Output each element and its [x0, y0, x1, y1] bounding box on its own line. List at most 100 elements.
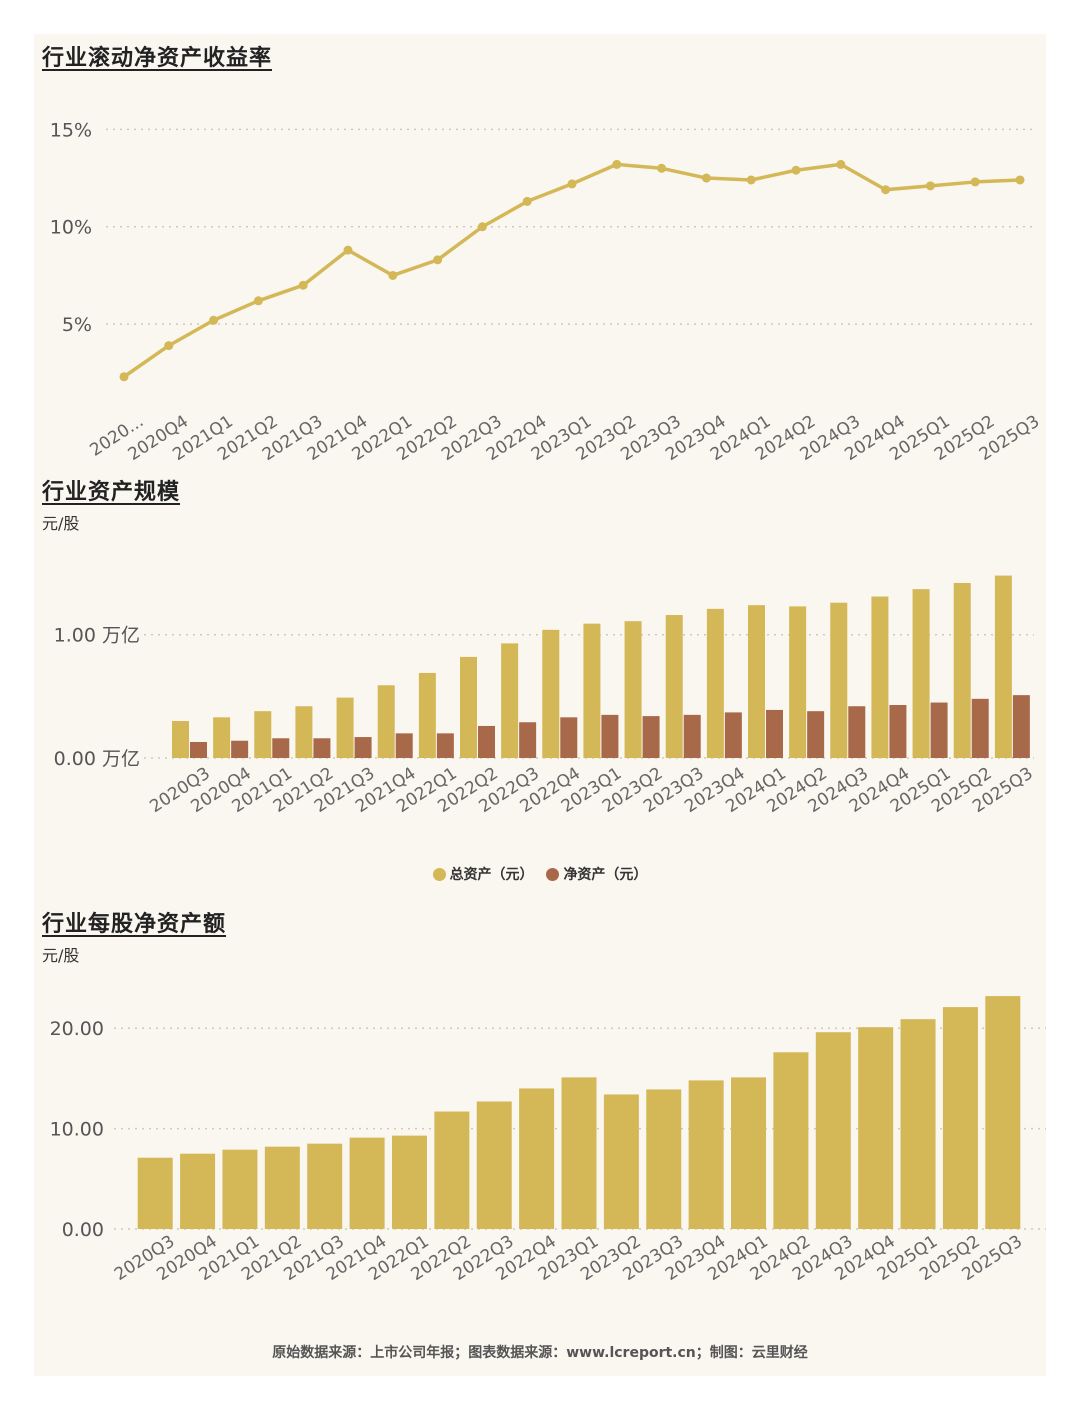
net-assets-bar	[642, 716, 660, 758]
bvps-bar	[519, 1088, 555, 1229]
net-assets-bar	[395, 733, 413, 758]
bvps-bar	[391, 1135, 427, 1229]
total-assets-bar	[871, 596, 889, 758]
net-assets-bar	[724, 712, 742, 758]
roe-data-point	[209, 315, 219, 325]
total-assets-bar	[994, 575, 1012, 758]
roe-data-point	[612, 159, 622, 169]
roe-data-point	[298, 280, 308, 290]
total-assets-bar	[213, 717, 231, 758]
bvps-bar	[137, 1157, 173, 1229]
roe-data-point	[567, 179, 577, 189]
net-assets-bar	[971, 698, 989, 758]
total-assets-bar	[418, 672, 436, 758]
net-assets-bar	[478, 725, 495, 758]
legend-label-net-assets: 净资产（元）	[563, 867, 648, 883]
bvps-bar	[985, 996, 1021, 1229]
roe-data-point	[970, 177, 980, 187]
roe-data-point	[388, 270, 398, 280]
asset-y-tick-label: 0.00 万亿	[54, 748, 140, 770]
legend-dot-net-assets	[546, 867, 560, 881]
total-assets-bar	[542, 629, 560, 758]
legend-label-total-assets: 总资产（元）	[449, 867, 534, 883]
bvps-bar	[815, 1032, 851, 1229]
bvps-chart-title: 行业每股净资产额	[42, 912, 227, 937]
total-assets-bar	[172, 721, 189, 758]
roe-data-point	[1015, 175, 1025, 185]
asset-scale-bar-chart: 0.00 万亿1.00 万亿2020Q32020Q42021Q12021Q220…	[54, 575, 1037, 817]
bvps-bar	[349, 1137, 385, 1229]
bvps-bar	[307, 1143, 343, 1229]
asset-scale-legend: 总资产（元） 净资产（元）	[34, 864, 1046, 885]
total-assets-bar	[254, 711, 272, 758]
total-assets-bar	[460, 656, 477, 758]
roe-line-chart: 5%10%15%2020...2020Q42021Q12021Q22021Q32…	[50, 119, 1043, 465]
total-assets-bar	[336, 697, 354, 758]
net-assets-bar	[930, 702, 948, 758]
bvps-bar	[688, 1080, 724, 1229]
legend-item-net-assets: 净资产（元）	[546, 864, 647, 884]
roe-chart-title: 行业滚动净资产收益率	[42, 46, 273, 71]
total-assets-bar	[624, 621, 642, 758]
net-assets-bar	[560, 717, 578, 758]
roe-data-point	[836, 159, 846, 169]
roe-data-point	[657, 163, 667, 173]
net-assets-bar	[848, 706, 866, 758]
net-assets-bar	[807, 711, 825, 758]
roe-data-point	[119, 372, 129, 382]
net-assets-bar	[354, 737, 372, 758]
total-assets-bar	[706, 608, 724, 758]
net-assets-bar	[683, 714, 701, 758]
net-assets-bar	[313, 738, 331, 758]
bvps-bar	[222, 1149, 258, 1229]
roe-data-point	[433, 255, 443, 265]
bvps-bar	[264, 1146, 300, 1229]
asset-y-tick-label: 1.00 万亿	[54, 625, 140, 647]
bvps-bar	[603, 1094, 639, 1229]
chart-panel: 行业滚动净资产收益率 5% 10% 15% 2020... 2020Q4 2021Q1 20…	[34, 34, 1046, 1376]
asset-scale-chart-title: 行业资产规模	[42, 480, 181, 505]
source-footer: 原始数据来源：上市公司年报；图表数据来源：www.lcreport.cn；制图：…	[272, 1345, 808, 1361]
bvps-bar	[773, 1052, 809, 1229]
bvps-bar	[942, 1007, 978, 1229]
bvps-unit: 元/股	[42, 946, 80, 965]
roe-y-tick-label: 15%	[50, 119, 92, 141]
asset-scale-unit: 元/股	[42, 514, 80, 533]
bvps-bar	[434, 1111, 470, 1229]
roe-data-point	[477, 222, 487, 232]
total-assets-bar	[830, 602, 848, 758]
legend-item-total-assets: 总资产（元）	[432, 864, 534, 884]
bvps-y-tick-label: 20.00	[50, 1018, 104, 1040]
total-assets-bar	[912, 589, 930, 758]
roe-data-point	[253, 296, 263, 306]
net-assets-bar	[519, 722, 537, 758]
total-assets-bar	[665, 615, 683, 758]
net-assets-bar	[272, 738, 290, 758]
roe-data-point	[164, 341, 174, 351]
roe-data-point	[343, 245, 353, 255]
bvps-bar	[731, 1077, 767, 1229]
net-assets-bar	[889, 705, 907, 758]
total-assets-bar	[501, 643, 519, 758]
net-assets-bar	[436, 733, 454, 758]
bvps-bar	[561, 1077, 597, 1229]
net-assets-bar	[190, 741, 207, 758]
roe-y-tick-label: 5%	[62, 314, 92, 336]
bvps-bar	[646, 1089, 682, 1229]
total-assets-bar	[748, 605, 765, 758]
net-assets-bar	[601, 714, 619, 758]
legend-dot-total-assets	[432, 867, 446, 881]
bvps-y-tick-label: 0.00	[62, 1219, 104, 1241]
roe-data-point	[522, 196, 532, 206]
net-assets-bar	[766, 709, 783, 758]
bvps-bar	[900, 1019, 936, 1229]
total-assets-bar	[953, 582, 971, 758]
bvps-bar-chart: 0.0010.0020.002020Q32020Q42021Q12021Q220…	[50, 996, 1046, 1285]
total-assets-bar	[583, 623, 601, 758]
net-assets-bar	[1012, 695, 1030, 758]
net-assets-bar	[231, 740, 249, 758]
roe-data-point	[925, 181, 935, 191]
total-assets-bar	[295, 706, 313, 758]
bvps-bar	[858, 1027, 894, 1229]
bvps-y-tick-label: 10.00	[50, 1119, 104, 1141]
